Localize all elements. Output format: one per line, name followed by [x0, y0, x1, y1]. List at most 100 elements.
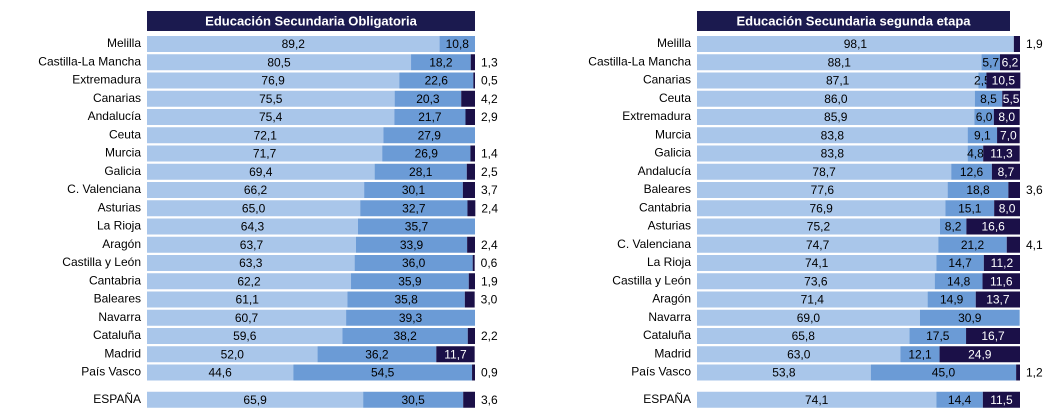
bar-segment	[993, 109, 1020, 125]
bar-segment	[945, 200, 995, 217]
value-label: 8,7	[998, 165, 1015, 179]
category-label: Madrid	[104, 346, 141, 360]
bar-segment	[994, 200, 1020, 217]
bar-segment	[697, 163, 952, 180]
value-label: 98,1	[844, 37, 868, 51]
bar-segment	[697, 72, 979, 89]
bar-segment	[986, 72, 1021, 89]
bar-segment	[382, 145, 471, 162]
bar-segment	[374, 163, 467, 180]
bar-segment	[147, 200, 361, 217]
value-label: 8,5	[980, 92, 997, 106]
value-label: 74,1	[805, 256, 829, 270]
value-label: 7,0	[1000, 128, 1017, 142]
value-label: 12,6	[960, 165, 984, 179]
bar-segment	[697, 309, 920, 326]
bar-segment	[697, 36, 1014, 52]
bar-segment	[360, 200, 468, 217]
bar-segment	[436, 346, 475, 363]
bar-segment	[697, 236, 939, 253]
category-label: ESPAÑA	[643, 392, 691, 406]
bar-segment	[939, 346, 1020, 363]
value-label: 35,8	[394, 293, 418, 307]
category-label: Castilla-La Mancha	[588, 54, 691, 68]
bar-segment	[466, 163, 475, 180]
value-label: 53,8	[772, 366, 796, 380]
value-label: 36,0	[402, 256, 426, 270]
value-label: 63,7	[240, 238, 264, 252]
category-label: Navarra	[98, 310, 141, 324]
bar-segment	[981, 54, 1000, 71]
bar-segment	[697, 218, 940, 235]
category-label: Aragón	[652, 292, 691, 306]
bar-segment	[363, 391, 464, 408]
category-label: Canarias	[643, 73, 691, 87]
value-label: 3,6	[481, 393, 498, 407]
value-label: 16,7	[981, 329, 1005, 343]
value-label: 18,8	[966, 183, 990, 197]
bar-segment	[147, 364, 294, 381]
category-label: Madrid	[654, 346, 691, 360]
bar-segment	[463, 391, 475, 408]
bar-segment	[467, 236, 475, 253]
value-label: 74,1	[805, 393, 829, 407]
bar-segment	[919, 309, 1020, 326]
bar-segment	[355, 236, 468, 253]
value-label: 63,3	[239, 256, 263, 270]
category-label: Baleares	[94, 292, 141, 306]
value-label: 74,7	[806, 238, 830, 252]
value-label: 88,1	[828, 55, 852, 69]
value-label: 72,1	[254, 128, 278, 142]
value-label: 0,5	[481, 74, 498, 88]
category-label: C. Valenciana	[617, 237, 691, 251]
value-label: 4,1	[1026, 238, 1043, 252]
value-label: 73,6	[804, 274, 828, 288]
bar-segment	[411, 54, 471, 71]
category-label: Murcia	[655, 127, 691, 141]
value-label: 35,7	[405, 220, 429, 234]
category-label: Ceuta	[659, 91, 691, 105]
value-label: 14,9	[940, 293, 964, 307]
value-label: 83,8	[821, 128, 845, 142]
value-label: 71,7	[253, 147, 277, 161]
value-label: 44,6	[208, 366, 232, 380]
category-label: Asturias	[648, 219, 691, 233]
bar-segment	[1002, 90, 1020, 107]
value-label: 66,2	[244, 183, 268, 197]
bar-segment	[978, 72, 987, 89]
bar-segment	[342, 328, 468, 344]
value-label: 65,9	[243, 393, 267, 407]
value-label: 52,0	[221, 347, 245, 361]
bar-segment	[467, 328, 475, 344]
value-label: 87,1	[826, 74, 850, 88]
value-label: 11,6	[990, 274, 1013, 288]
bar-segment	[938, 236, 1007, 253]
value-label: 8,0	[998, 110, 1015, 124]
category-label: La Rioja	[647, 255, 691, 269]
bar-segment	[317, 346, 437, 363]
title-box	[147, 11, 475, 31]
bar-segment	[900, 346, 940, 363]
bar-segment	[997, 127, 1020, 144]
value-label: 60,7	[235, 311, 259, 325]
value-label: 3,6	[1026, 183, 1043, 197]
value-label: 83,8	[821, 147, 845, 161]
value-label: 21,2	[961, 238, 985, 252]
bar-segment	[472, 364, 475, 381]
value-label: 75,2	[807, 220, 831, 234]
value-label: 12,1	[908, 347, 932, 361]
bar-segment	[354, 255, 473, 271]
value-label: 10,5	[992, 74, 1016, 88]
value-label: 45,0	[932, 366, 956, 380]
category-label: Murcia	[105, 146, 141, 160]
value-label: 65,8	[792, 329, 816, 343]
bar-segment	[697, 109, 975, 125]
bar-segment	[147, 218, 358, 235]
value-label: 6,0	[976, 110, 993, 124]
bar-segment	[697, 273, 935, 290]
bar-segment	[870, 364, 1017, 381]
category-label: Extremadura	[622, 109, 691, 123]
value-label: 2,4	[481, 238, 498, 252]
value-label: 76,9	[810, 201, 834, 215]
